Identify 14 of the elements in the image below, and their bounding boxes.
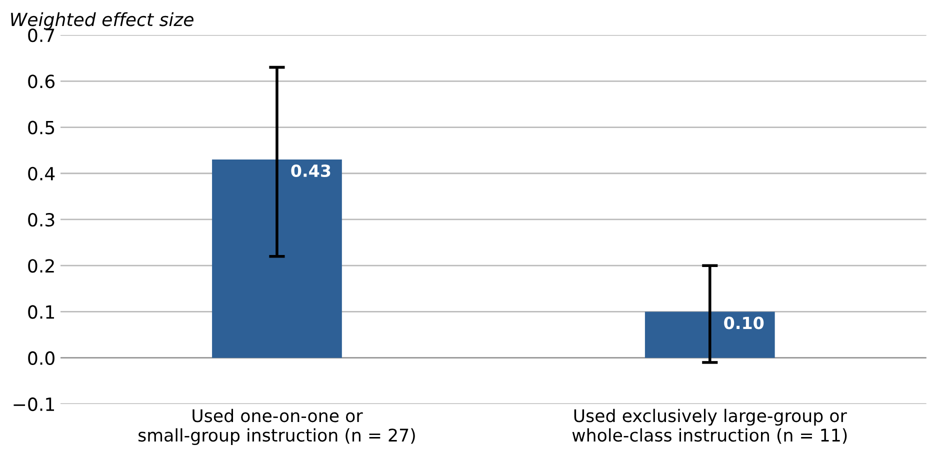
y-tick-label: 0.4: [28, 166, 55, 180]
y-tick-label: −0.1: [14, 397, 54, 412]
y-tick-label: 0.6: [28, 74, 55, 88]
y-tick-label: 0.7: [28, 28, 54, 42]
x-tick-label: Used exclusively large-group or whole-class instruction (n = 11): [572, 408, 847, 444]
data-label: 0.43: [291, 164, 330, 178]
y-tick-label: 0.1: [28, 305, 54, 319]
y-tick-label: 0.5: [28, 120, 54, 134]
data-label: 0.10: [724, 316, 764, 330]
y-tick-label: 0.0: [28, 351, 54, 365]
y-axis-title: Weighted effect size: [11, 12, 194, 30]
y-tick-label: 0.2: [28, 259, 54, 273]
x-tick-label: Used one-on-one or small-group instruction (n = 27): [138, 408, 415, 446]
y-tick-label: 0.3: [28, 212, 54, 227]
